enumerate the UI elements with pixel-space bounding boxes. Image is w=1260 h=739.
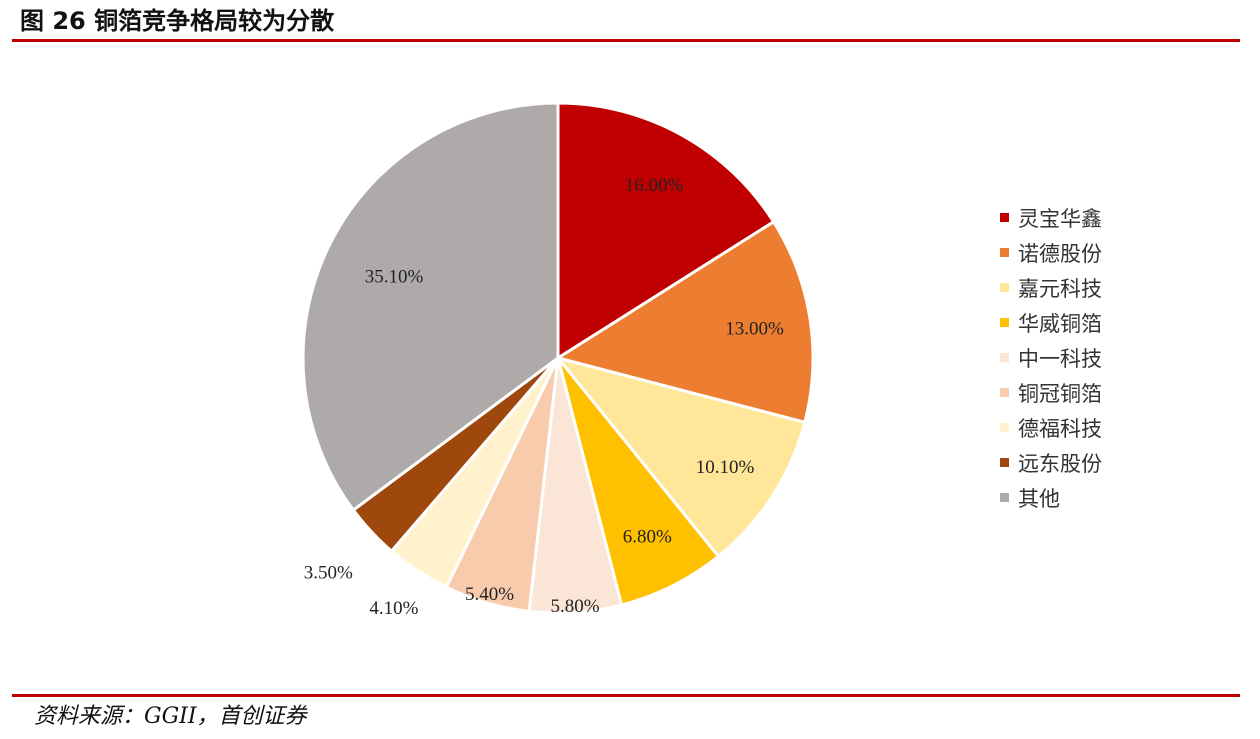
legend-swatch <box>1000 388 1009 397</box>
pie-slice-1 <box>556 101 776 361</box>
source-note: 资料来源：GGII，首创证券 <box>34 704 307 729</box>
figure-title: 图 26 铜箔竞争格局较为分散 <box>20 7 335 35</box>
legend-item-5: 中一科技 <box>1000 340 1102 375</box>
legend-swatch <box>1000 353 1009 362</box>
legend-label: 中一科技 <box>1018 346 1102 371</box>
pie-data-label-1: 16.00% <box>625 175 684 196</box>
legend-label: 远东股份 <box>1018 451 1102 476</box>
legend-item-6: 铜冠铜箔 <box>1000 375 1102 410</box>
pie-slice-2 <box>554 219 815 425</box>
legend-item-9: 其他 <box>1000 480 1102 515</box>
legend-item-3: 嘉元科技 <box>1000 270 1102 305</box>
legend-swatch <box>1000 458 1009 467</box>
legend-swatch <box>1000 283 1009 292</box>
chart-legend: 灵宝华鑫诺德股份嘉元科技华威铜箔中一科技铜冠铜箔德福科技远东股份其他 <box>1000 200 1102 515</box>
legend-item-4: 华威铜箔 <box>1000 305 1102 340</box>
pie-data-label-9: 35.10% <box>365 267 424 288</box>
legend-swatch <box>1000 493 1009 502</box>
pie-data-label-6: 5.40% <box>465 584 514 605</box>
legend-item-8: 远东股份 <box>1000 445 1102 480</box>
pie-slice-4 <box>556 357 721 607</box>
legend-label: 铜冠铜箔 <box>1018 381 1102 406</box>
legend-item-1: 灵宝华鑫 <box>1000 200 1102 235</box>
pie-data-label-7: 4.10% <box>369 598 418 619</box>
pie-slice-9 <box>301 101 560 513</box>
pie-data-label-5: 5.80% <box>551 596 600 617</box>
legend-label: 德福科技 <box>1018 416 1102 441</box>
legend-swatch <box>1000 318 1009 327</box>
pie-data-label-4: 6.80% <box>623 527 672 548</box>
legend-label: 其他 <box>1018 486 1060 511</box>
legend-swatch <box>1000 248 1009 257</box>
legend-swatch <box>1000 423 1009 432</box>
legend-label: 嘉元科技 <box>1018 276 1102 301</box>
legend-label: 华威铜箔 <box>1018 311 1102 336</box>
legend-label: 灵宝华鑫 <box>1018 206 1102 231</box>
title-rule <box>12 39 1240 42</box>
pie-data-label-2: 13.00% <box>725 318 784 339</box>
pie-slice-3 <box>553 355 807 559</box>
legend-label: 诺德股份 <box>1018 241 1102 266</box>
source-rule <box>12 694 1240 697</box>
pie-data-label-3: 10.10% <box>696 457 755 478</box>
pie-data-label-8: 3.50% <box>304 563 353 584</box>
legend-swatch <box>1000 213 1009 222</box>
legend-item-7: 德福科技 <box>1000 410 1102 445</box>
legend-item-2: 诺德股份 <box>1000 235 1102 270</box>
